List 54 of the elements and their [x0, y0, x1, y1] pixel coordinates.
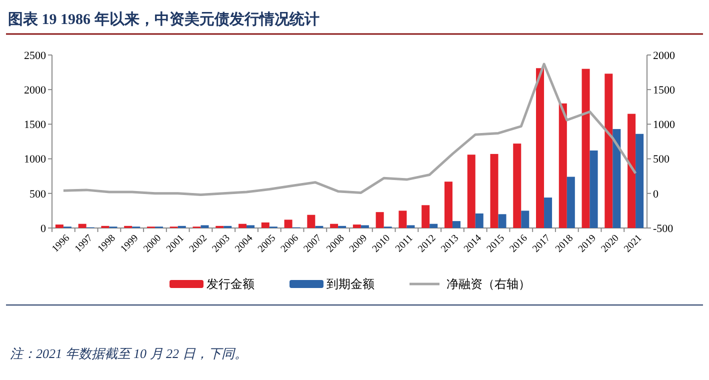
- bar: [284, 220, 292, 228]
- chart-title: 图表 19 1986 年以来，中资美元债发行情况统计: [8, 10, 320, 28]
- bar: [376, 212, 384, 228]
- bar: [582, 68, 590, 228]
- y-tick-label: 500: [30, 188, 46, 200]
- bar: [628, 114, 636, 228]
- y-tick-label: 2500: [24, 50, 46, 62]
- bar: [467, 154, 476, 228]
- bar: [200, 225, 209, 228]
- bar: [544, 198, 552, 228]
- text: 注：2021 年数据截至 10 月 22 日，下同。: [10, 346, 248, 361]
- bar: [422, 205, 430, 228]
- bar: [444, 182, 452, 228]
- bar: [261, 222, 270, 228]
- bar: [490, 154, 498, 228]
- bar: [452, 221, 460, 228]
- bar: [360, 225, 369, 228]
- y2-tick-label: 0: [653, 188, 659, 200]
- bar: [475, 213, 484, 228]
- x-tick-label: 1999: [118, 232, 141, 255]
- y-tick-label: 1500: [24, 119, 46, 132]
- y2-tick-label: 500: [653, 154, 670, 166]
- bar: [566, 176, 575, 228]
- bar: [238, 224, 247, 228]
- bar: [521, 210, 530, 228]
- y-tick-label: 0: [40, 222, 46, 235]
- bar: [430, 224, 438, 228]
- bar: [636, 134, 644, 228]
- y2-tick-label: 1000: [653, 119, 676, 132]
- legend-label: 到期金额: [326, 277, 374, 292]
- bar: [307, 214, 316, 228]
- bar: [246, 225, 255, 228]
- bar: [406, 225, 415, 228]
- legend-label: 发行金额: [206, 277, 254, 292]
- bar: [78, 224, 86, 228]
- y-tick-label: 1000: [24, 154, 46, 166]
- y2-tick-label: -500: [653, 222, 674, 235]
- bar: [604, 74, 613, 228]
- bar: [536, 68, 544, 228]
- y2-tick-label: 1500: [653, 84, 676, 96]
- bar: [558, 103, 567, 228]
- bar: [352, 224, 361, 228]
- bar: [55, 224, 64, 228]
- bar: [513, 144, 522, 228]
- y2-tick-label: 2000: [653, 50, 676, 62]
- legend-label: 净融资（右轴）: [446, 277, 530, 292]
- bar: [498, 214, 506, 228]
- bar: [330, 224, 338, 228]
- bar: [398, 210, 407, 228]
- bar: [612, 129, 621, 228]
- y-tick-label: 2000: [24, 84, 46, 96]
- x-tick-label: 2011: [394, 232, 416, 254]
- bar: [590, 150, 598, 228]
- line-series: [62, 62, 637, 196]
